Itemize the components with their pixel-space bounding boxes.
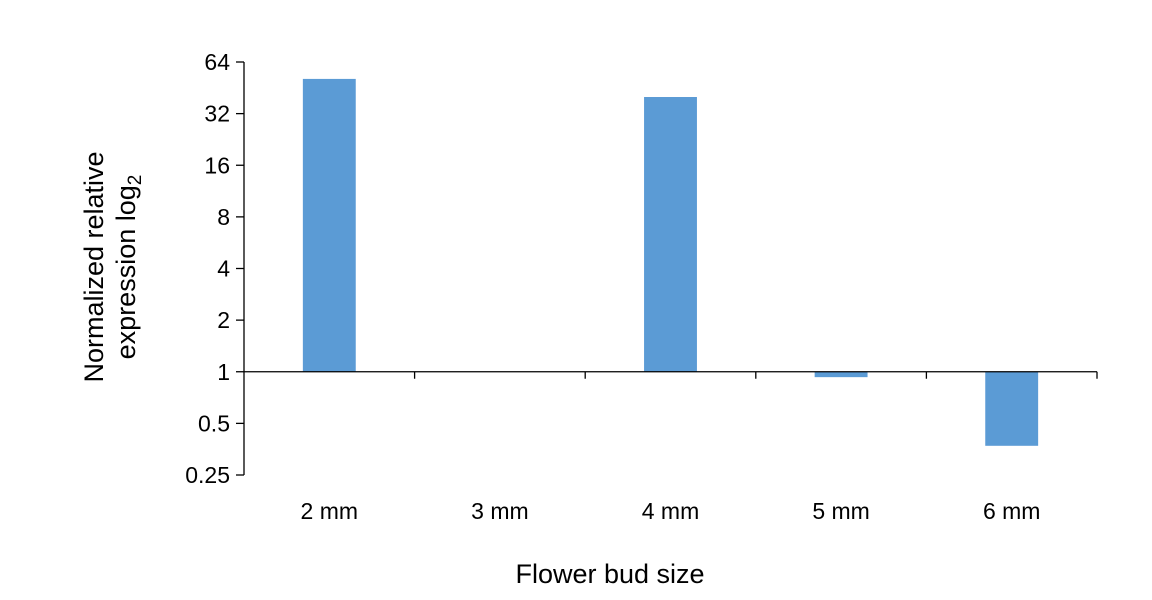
bar-2-mm xyxy=(302,78,356,372)
x-tick-label: 2 mm xyxy=(301,498,359,524)
y-axis-title-line2-main: expression log xyxy=(111,185,141,359)
bars-group xyxy=(302,78,1039,446)
y-tick-label: 1 xyxy=(217,359,230,385)
bar-5-mm xyxy=(814,371,868,378)
y-tick-label: 2 xyxy=(217,307,230,333)
y-axis-title-line2: expression log2 xyxy=(111,175,146,360)
y-ticks-group: 0.25 0.5 1 2 4 8 16 32 64 xyxy=(185,49,244,488)
y-tick-label: 4 xyxy=(217,256,230,282)
x-tick-label: 3 mm xyxy=(471,498,529,524)
bar-4-mm xyxy=(644,97,697,372)
x-ticks-group xyxy=(413,371,1098,379)
y-tick-label: 0.5 xyxy=(198,410,230,436)
y-tick-label: 64 xyxy=(204,49,230,75)
y-axis-title-subscript: 2 xyxy=(125,175,146,186)
y-axis-title-line1: Normalized relative xyxy=(79,151,109,382)
y-tick-label: 8 xyxy=(217,204,230,230)
x-tick-label: 6 mm xyxy=(983,498,1041,524)
y-axis-title: Normalized relative expression log2 xyxy=(79,151,146,382)
x-tick-labels-group: 2 mm 3 mm 4 mm 5 mm 6 mm xyxy=(301,498,1041,524)
y-tick-label: 32 xyxy=(204,101,230,127)
x-tick-label: 5 mm xyxy=(812,498,870,524)
y-tick-label: 0.25 xyxy=(185,462,230,488)
bar-6-mm xyxy=(985,371,1039,446)
x-axis-title: Flower bud size xyxy=(515,559,704,589)
y-tick-label: 16 xyxy=(204,152,230,178)
x-tick-label: 4 mm xyxy=(642,498,700,524)
